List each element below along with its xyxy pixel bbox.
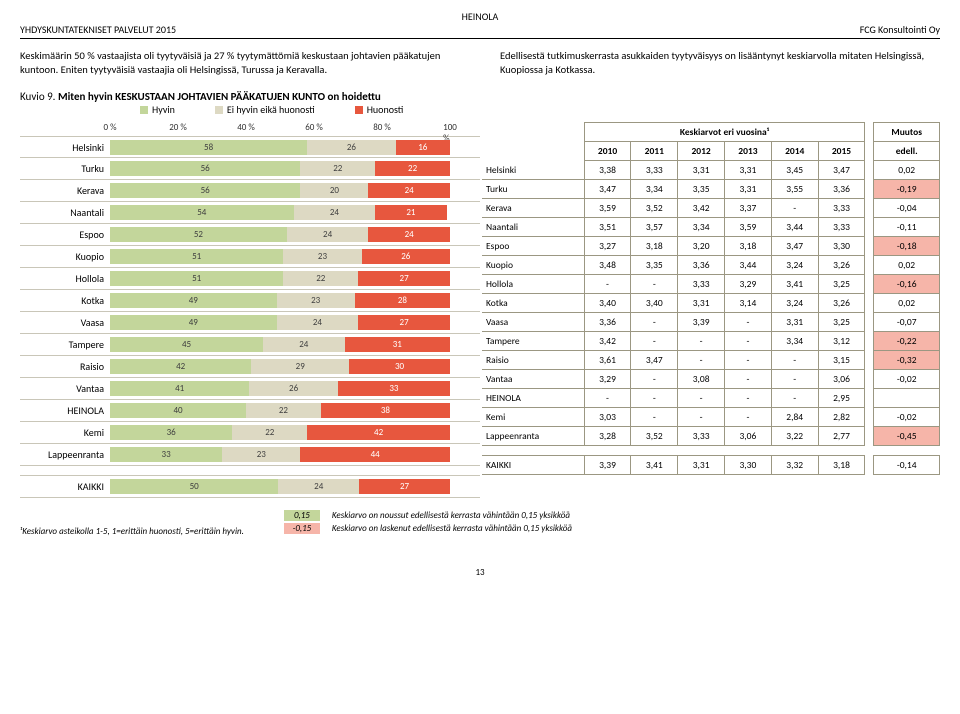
header-left: YHDYSKUNTATEKNISET PALVELUT 2015 <box>20 23 176 36</box>
page-number: 13 <box>20 567 940 578</box>
bar-row: Naantali542421 <box>20 202 480 224</box>
header-right: FCG Konsultointi Oy <box>860 23 940 36</box>
bar-row: Hollola512227 <box>20 268 480 290</box>
legend-pos-text: Keskiarvo on noussut edellisestä kerrast… <box>332 510 570 521</box>
header-center: HEINOLA <box>20 10 940 23</box>
legend-neg-key: -0,15 <box>284 523 320 534</box>
bar-row: Raisio422930 <box>20 356 480 378</box>
footnote: ¹Keskiarvo asteikolla 1-5, 1=erittäin hu… <box>20 526 244 537</box>
data-table: Keskiarvot eri vuosina¹Muutos20102011201… <box>482 122 940 498</box>
bar-row: Kemi362242 <box>20 422 480 444</box>
legend-pos-key: 0,15 <box>284 510 320 521</box>
bar-row: HEINOLA402238 <box>20 400 480 422</box>
intro-left: Keskimäärin 50 % vastaajista oli tyytyvä… <box>20 49 460 76</box>
bar-row: Espoo522424 <box>20 224 480 246</box>
bar-row: Kotka492328 <box>20 290 480 312</box>
bar-row: Kuopio512326 <box>20 246 480 268</box>
intro-right: Edellisestä tutkimuskerrasta asukkaiden … <box>500 49 940 76</box>
bar-row: Turku562222 <box>20 158 480 180</box>
bar-row: Tampere452431 <box>20 334 480 356</box>
bar-row: Kerava562024 <box>20 180 480 202</box>
bar-row: Helsinki582616 <box>20 136 480 158</box>
bar-chart: 0 %20 %40 %60 %80 %100 % Helsinki582616T… <box>20 122 480 498</box>
bar-row: Vaasa492427 <box>20 312 480 334</box>
bar-row: KAIKKI502427 <box>20 476 480 498</box>
legend-neg-text: Keskiarvo on laskenut edellisestä kerras… <box>332 523 572 534</box>
chart-title: Kuvio 9. Miten hyvin KESKUSTAAN JOHTAVIE… <box>20 90 940 103</box>
bar-row: Vantaa412633 <box>20 378 480 400</box>
chart-legend: Hyvin Ei hyvin eikä huonosti Huonosti <box>140 103 940 116</box>
